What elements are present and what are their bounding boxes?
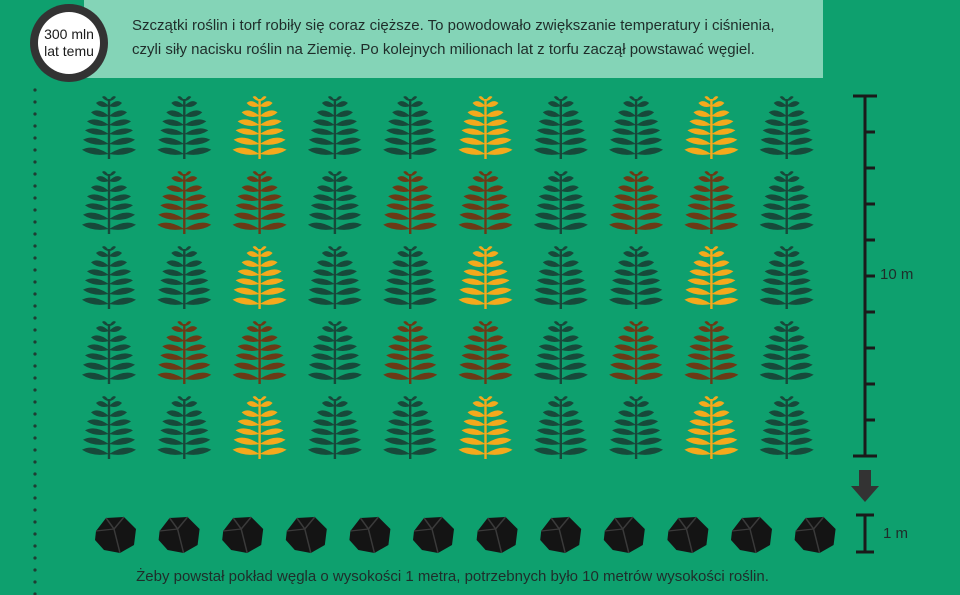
fern-icon <box>458 396 513 459</box>
fern-icon <box>684 246 739 309</box>
fern-icon <box>609 171 664 234</box>
fern-icon <box>609 246 664 309</box>
coal-lump-icon <box>667 516 709 554</box>
coal-lump-icon <box>95 516 136 554</box>
plant-height-scale <box>853 94 877 458</box>
fern-icon <box>232 396 287 459</box>
fern-icon <box>684 171 739 234</box>
fern-icon <box>458 171 513 234</box>
coal-lump-icon <box>476 516 518 554</box>
fern-icon <box>458 321 513 384</box>
fern-icon <box>383 96 438 159</box>
fern-icon <box>609 96 664 159</box>
coal-scale-label: 1 m <box>883 525 909 542</box>
fern-icon <box>232 321 287 384</box>
fern-icon <box>307 396 362 459</box>
era-line-2: lat temu <box>44 43 94 59</box>
caption: Żeby powstał pokład węgla o wysokości 1 … <box>136 568 769 585</box>
fern-icon <box>533 171 588 234</box>
fern-icon <box>609 396 664 459</box>
fern-icon <box>157 321 212 384</box>
era-badge-inner: 300 mln lat temu <box>38 12 100 74</box>
fern-icon <box>759 246 814 309</box>
coal-lump-icon <box>603 516 645 554</box>
fern-icon <box>307 321 362 384</box>
coal-lump-icon <box>731 516 772 554</box>
fern-icon <box>383 246 438 309</box>
fern-icon <box>759 96 814 159</box>
coal-lump-icon <box>413 516 454 554</box>
fern-icon <box>458 96 513 159</box>
fern-icon <box>533 246 588 309</box>
era-line-1: 300 mln <box>44 26 94 42</box>
fern-icon <box>82 96 136 159</box>
fern-icon <box>759 396 814 459</box>
fern-icon <box>157 171 212 234</box>
fern-icon <box>82 246 136 309</box>
era-badge: 300 mln lat temu <box>30 4 108 82</box>
fern-icon <box>684 96 739 159</box>
down-arrow-icon <box>851 470 879 502</box>
fern-icon <box>157 246 212 309</box>
fern-icon <box>82 396 136 459</box>
fern-icon <box>383 171 438 234</box>
coal-lump-icon <box>158 516 200 554</box>
fern-icon <box>307 246 362 309</box>
fern-icon <box>383 321 438 384</box>
fern-icon <box>157 396 212 459</box>
coal-lump-icon <box>285 516 327 554</box>
fern-icon <box>82 171 136 234</box>
fern-icon <box>232 246 287 309</box>
fern-icon <box>684 396 739 459</box>
coal-height-scale <box>856 513 874 554</box>
fern-icon <box>684 321 739 384</box>
coal-lump-icon <box>794 516 836 554</box>
fern-icon <box>759 321 814 384</box>
plants-scale-label: 10 m <box>880 266 914 283</box>
description-line-2: czyli siły nacisku roślin na Ziemię. Po … <box>132 41 755 58</box>
coal-lump-icon <box>349 516 391 554</box>
fern-icon <box>458 246 513 309</box>
description-box <box>84 0 823 78</box>
fern-icon <box>82 321 136 384</box>
coal-lump-icon <box>540 516 582 554</box>
fern-icon <box>383 396 438 459</box>
description-text: Szczątki roślin i torf robiły się coraz … <box>132 14 822 62</box>
fern-icon <box>533 96 588 159</box>
fern-icon <box>759 171 814 234</box>
fern-icon <box>232 171 287 234</box>
fern-icon <box>157 96 212 159</box>
fern-icon <box>307 96 362 159</box>
coal-lump-icon <box>222 516 264 554</box>
fern-icon <box>533 321 588 384</box>
fern-icon <box>307 171 362 234</box>
fern-icon <box>609 321 664 384</box>
fern-icon <box>232 96 287 159</box>
fern-icon <box>533 396 588 459</box>
description-line-1: Szczątki roślin i torf robiły się coraz … <box>132 17 775 34</box>
